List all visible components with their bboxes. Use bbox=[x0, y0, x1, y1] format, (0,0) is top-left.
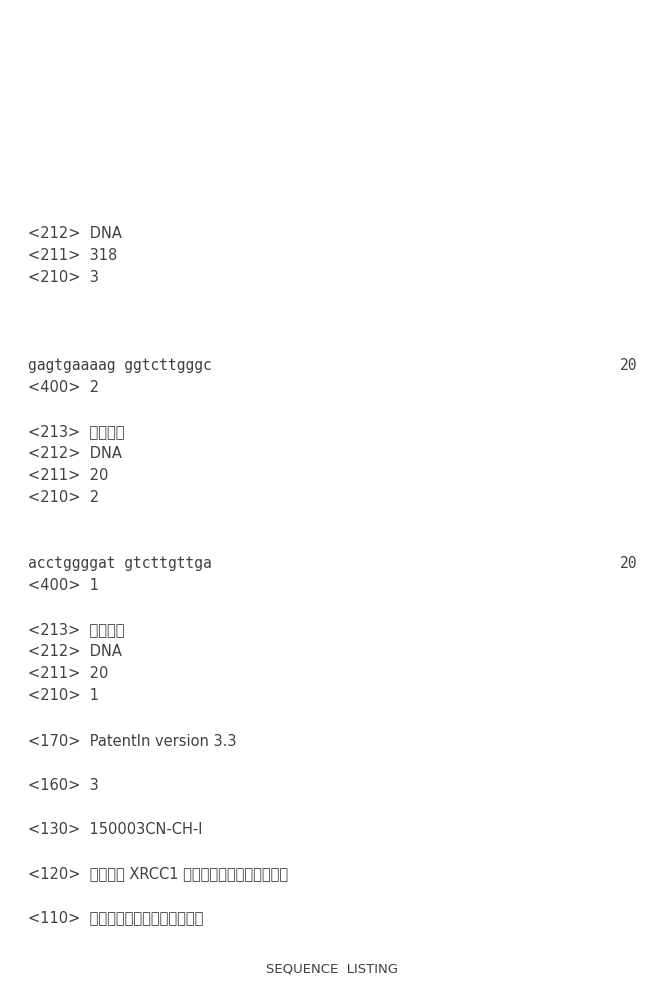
Text: <210>  3: <210> 3 bbox=[28, 270, 99, 285]
Text: <120>  一种检测 XRCC1 基因多态性的方法及试剂盒: <120> 一种检测 XRCC1 基因多态性的方法及试剂盒 bbox=[28, 866, 288, 881]
Text: <210>  1: <210> 1 bbox=[28, 688, 99, 703]
Text: 20: 20 bbox=[620, 358, 637, 373]
Text: <170>  PatentIn version 3.3: <170> PatentIn version 3.3 bbox=[28, 734, 237, 749]
Text: <211>  318: <211> 318 bbox=[28, 248, 117, 263]
Text: SEQUENCE  LISTING: SEQUENCE LISTING bbox=[266, 962, 398, 975]
Text: <400>  2: <400> 2 bbox=[28, 380, 99, 395]
Text: <110>  上海派森诺生物科技有限公司: <110> 上海派森诺生物科技有限公司 bbox=[28, 910, 203, 925]
Text: <400>  1: <400> 1 bbox=[28, 578, 99, 593]
Text: <210>  2: <210> 2 bbox=[28, 490, 99, 505]
Text: acctggggat gtcttgttga: acctggggat gtcttgttga bbox=[28, 556, 211, 571]
Text: <212>  DNA: <212> DNA bbox=[28, 644, 122, 659]
Text: <212>  DNA: <212> DNA bbox=[28, 446, 122, 461]
Text: <160>  3: <160> 3 bbox=[28, 778, 98, 793]
Text: gagtgaaaag ggtcttgggc: gagtgaaaag ggtcttgggc bbox=[28, 358, 211, 373]
Text: <213>  人工序列: <213> 人工序列 bbox=[28, 622, 124, 637]
Text: 20: 20 bbox=[620, 556, 637, 571]
Text: <211>  20: <211> 20 bbox=[28, 468, 108, 483]
Text: <212>  DNA: <212> DNA bbox=[28, 226, 122, 241]
Text: <213>  人工序列: <213> 人工序列 bbox=[28, 424, 124, 439]
Text: <130>  150003CN-CH-I: <130> 150003CN-CH-I bbox=[28, 822, 203, 837]
Text: <211>  20: <211> 20 bbox=[28, 666, 108, 681]
